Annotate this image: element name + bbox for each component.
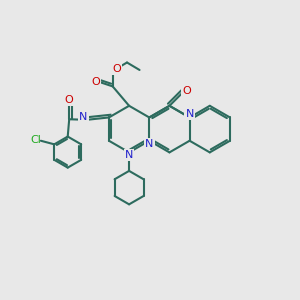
Text: N: N: [145, 139, 154, 149]
Text: O: O: [91, 77, 100, 87]
Text: N: N: [125, 150, 133, 160]
Text: O: O: [65, 95, 74, 105]
Text: Cl: Cl: [30, 135, 41, 145]
Text: N: N: [185, 109, 194, 119]
Text: O: O: [112, 64, 121, 74]
Text: N: N: [80, 112, 88, 122]
Text: O: O: [182, 86, 191, 96]
